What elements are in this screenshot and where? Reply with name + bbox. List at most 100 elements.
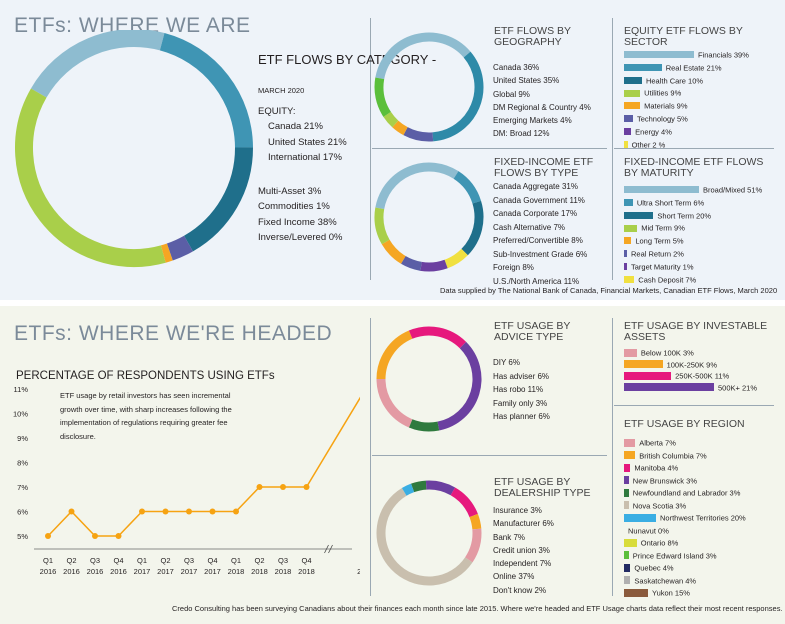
bar-row: Energy 4% [624, 123, 749, 136]
x-tick-year: 2016 [110, 567, 127, 576]
bar-label: Utilities 9% [644, 88, 682, 98]
x-tick-quarter: Q4 [301, 556, 311, 565]
advice-legend: DIY 6% Has adviser 6% Has robo 11% Family o… [493, 356, 550, 424]
fi-type-donut [374, 162, 484, 272]
legend-label: Canada 36% [493, 63, 540, 72]
donut-slice-dm-broad [374, 77, 392, 117]
bar-row: Target Maturity 1% [624, 258, 762, 271]
bar-label: Alberta 7% [639, 438, 676, 448]
bar [624, 348, 637, 357]
fi-type-title: FIXED-INCOME ETF FLOWS BY TYPE [494, 156, 594, 179]
y-tick-label: 9% [17, 434, 28, 443]
x-tick-quarter: Q2 [254, 556, 264, 565]
maturity-title: FIXED-INCOME ETF FLOWS BY MATURITY [624, 156, 764, 179]
bar-label: Real Estate 21% [665, 63, 722, 73]
donut-slice-dm-regional-country [392, 120, 408, 136]
legend-label: Family only 3% [493, 398, 548, 408]
x-tick-quarter: Q1 [137, 556, 147, 565]
category-subtitle: MARCH 2020 [258, 86, 305, 95]
bar [624, 538, 637, 547]
bar-row: Alberta 7% [624, 434, 746, 447]
divider [612, 18, 613, 280]
data-point [209, 508, 216, 515]
x-tick-year: 2016 [63, 567, 80, 576]
bar-row: 250K-500K 11% [624, 367, 757, 380]
donut-slice-fixed-income [15, 88, 166, 267]
legend-label: DM: Broad 12% [493, 129, 550, 139]
x-tick-quarter: Q1 [231, 556, 241, 565]
bar [624, 186, 699, 194]
legend-label: Independent 7% [493, 559, 552, 569]
break-mark-2 [328, 544, 333, 554]
bar-label: Nova Scotia 3% [632, 500, 687, 510]
bar-label: Quebec 4% [634, 563, 674, 573]
data-point [256, 484, 263, 490]
bar-row: Ultra Short Term 6% [624, 194, 762, 207]
bar [624, 51, 694, 59]
donut-slice-has-planner [376, 378, 413, 428]
geography-donut [374, 32, 484, 142]
bar-label: Long Term 5% [635, 236, 684, 246]
data-point [303, 484, 310, 490]
legend-label: United States 35% [493, 76, 560, 86]
line-chart: 5% 6% 7% 8% 9% 10% 11% Q1 2016 Q2 2016 Q3 2016 Q4 2016… [13, 386, 360, 576]
x-tick-year: 2018 [275, 567, 292, 576]
bar [624, 128, 632, 136]
bar-row: Saskatchewan 4% [624, 572, 746, 585]
bar-label: Real Return 2% [631, 249, 684, 259]
donut-slice-united-states [432, 51, 484, 142]
data-point [92, 533, 98, 539]
bar [624, 263, 627, 271]
bar [624, 476, 629, 485]
equity-label: EQUITY: [258, 106, 296, 117]
category-donut [15, 30, 253, 267]
bar [624, 360, 663, 369]
divider [614, 405, 774, 406]
bar [624, 563, 631, 572]
legend-label: Sub-Investment Grade 6% [493, 249, 588, 259]
bar-label: 500K+ 21% [718, 382, 757, 392]
region-title: ETF USAGE BY REGION [624, 418, 745, 430]
donut-slice-global [403, 127, 434, 142]
legend-label: Has adviser 6% [493, 371, 550, 381]
x-tick-year: 2016 [40, 567, 57, 576]
data-point [139, 508, 145, 515]
legend-label: Commodities 1% [258, 201, 330, 212]
donut-slice-online [376, 488, 473, 586]
bar-label: Target Maturity 1% [631, 262, 694, 272]
bar-row: 100K-250K 9% [624, 356, 757, 369]
line-chart-title: PERCENTAGE OF RESPONDENTS USING ETFs [16, 370, 275, 382]
data-point [45, 533, 51, 539]
donut-slice-canada-aggregate [375, 162, 459, 210]
legend-label: Foreign 8% [493, 263, 534, 272]
x-tick-year: 2017 [204, 567, 221, 576]
legend-label: DIY 6% [493, 358, 520, 367]
donut-slice-emerging-markets [383, 111, 399, 128]
bar-label: 100K-250K 9% [666, 359, 718, 369]
bar [624, 64, 662, 72]
legend-label: Insurance 3% [493, 506, 542, 515]
bar [624, 102, 641, 110]
bar [624, 199, 633, 207]
donut-slice-has-robo [437, 341, 482, 431]
x-tick-quarter: Q1 [43, 556, 53, 565]
bar [624, 576, 631, 585]
bar-row: Technology 5% [624, 110, 749, 123]
bar-row: Nova Scotia 3% [624, 497, 746, 510]
bar-row: Mid Term 9% [624, 219, 762, 233]
bar [624, 211, 654, 219]
legend-label: International 17% [268, 152, 342, 163]
bar [624, 89, 641, 97]
advice-donut [376, 326, 482, 432]
bar-row: Short Term 20% [624, 207, 762, 220]
donut-slice-united-states [159, 32, 253, 148]
bar [624, 371, 672, 380]
data-point [115, 533, 122, 539]
donut-slice-independent [464, 528, 482, 563]
bar-row: Cash Deposit 7% [624, 271, 762, 284]
data-point [68, 508, 75, 515]
break-mark-1 [324, 544, 329, 554]
donut-slice-commodities [160, 243, 173, 263]
donut-slice-diy [376, 330, 413, 380]
donut-slice-credit-union [469, 513, 482, 530]
